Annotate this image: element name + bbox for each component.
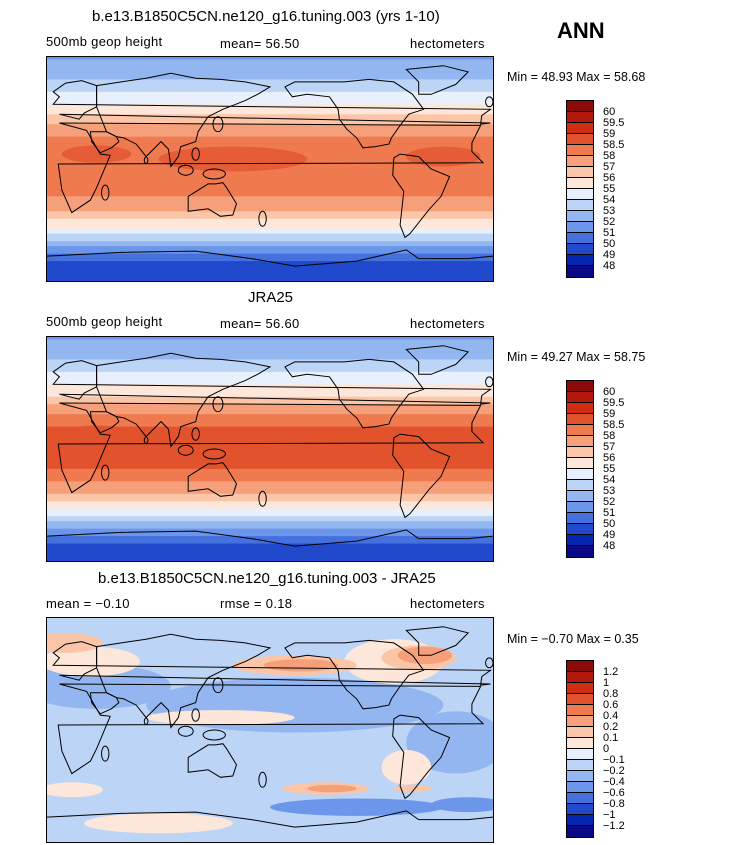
panel-obs-colorbar xyxy=(566,380,594,558)
field-anomaly xyxy=(382,750,432,785)
colorbar-box xyxy=(567,491,593,502)
colorbar-box xyxy=(567,447,593,458)
field-anomaly xyxy=(84,813,233,833)
panel-model-colorbar xyxy=(566,100,594,278)
panel-diff-map xyxy=(46,617,494,843)
colorbar-box xyxy=(567,793,593,804)
panel-diff-colorbar xyxy=(566,660,594,838)
panel-obs-map xyxy=(46,336,494,562)
panel-model-map xyxy=(46,56,494,282)
colorbar-box xyxy=(567,727,593,738)
colorbar-box xyxy=(567,156,593,167)
colorbar-box xyxy=(567,167,593,178)
field-anomaly xyxy=(264,659,338,671)
field-band xyxy=(47,279,493,281)
colorbar-box xyxy=(567,211,593,222)
colorbar-box xyxy=(567,244,593,255)
colorbar-box xyxy=(567,189,593,200)
colorbar-box xyxy=(567,425,593,436)
colorbar-box xyxy=(567,145,593,156)
panel-model-units: hectometers xyxy=(410,36,485,51)
panel-diff-units: hectometers xyxy=(410,596,485,611)
field-band xyxy=(47,559,493,561)
colorbar-box xyxy=(567,815,593,826)
panel-diff-contour-field xyxy=(47,618,493,842)
panel-obs-title: JRA25 xyxy=(248,289,293,306)
colorbar-box xyxy=(567,826,593,837)
colorbar-box xyxy=(567,233,593,244)
colorbar-box xyxy=(567,502,593,513)
panel-diff-title: b.e13.B1850C5CN.ne120_g16.tuning.003 - J… xyxy=(98,570,436,587)
panel-obs-units: hectometers xyxy=(410,316,485,331)
colorbar-box xyxy=(567,771,593,782)
colorbar-box xyxy=(567,266,593,277)
colorbar-box xyxy=(567,749,593,760)
panel-obs-mean: mean= 56.60 xyxy=(220,316,300,331)
colorbar-box xyxy=(567,469,593,480)
panel-model-mean: mean= 56.50 xyxy=(220,36,300,51)
panel-diff-mean: mean = −0.10 xyxy=(46,596,130,611)
season-label: ANN xyxy=(557,18,605,44)
panel-obs-minmax: Min = 49.27 Max = 58.75 xyxy=(507,350,645,364)
colorbar-box xyxy=(567,200,593,211)
colorbar-level-label: −1.2 xyxy=(603,821,625,832)
colorbar-level-label: 48 xyxy=(603,541,615,552)
colorbar-box xyxy=(567,436,593,447)
panel-model-minmax: Min = 48.93 Max = 58.68 xyxy=(507,70,645,84)
colorbar-box xyxy=(567,403,593,414)
field-anomaly xyxy=(307,785,357,792)
colorbar-box xyxy=(567,414,593,425)
colorbar-box xyxy=(567,392,593,403)
colorbar-box xyxy=(567,255,593,266)
colorbar-box xyxy=(567,661,593,672)
panel-obs-field-label: 500mb geop height xyxy=(46,314,162,329)
colorbar-box xyxy=(567,683,593,694)
colorbar-box xyxy=(567,782,593,793)
colorbar-box xyxy=(567,222,593,233)
colorbar-box xyxy=(567,178,593,189)
colorbar-box xyxy=(567,694,593,705)
colorbar-box xyxy=(567,480,593,491)
panel-model-field-label: 500mb geop height xyxy=(46,34,162,49)
colorbar-box xyxy=(567,458,593,469)
field-anomaly xyxy=(270,798,443,815)
colorbar-box xyxy=(567,101,593,112)
colorbar-box xyxy=(567,381,593,392)
panel-diff-minmax: Min = −0.70 Max = 0.35 xyxy=(507,632,639,646)
field-maximum xyxy=(159,427,308,452)
panel-diff-rmse: rmse = 0.18 xyxy=(220,596,292,611)
colorbar-box xyxy=(567,112,593,123)
colorbar-box xyxy=(567,705,593,716)
colorbar-box xyxy=(567,535,593,546)
panel-model-title: b.e13.B1850C5CN.ne120_g16.tuning.003 (yr… xyxy=(92,8,440,25)
colorbar-box xyxy=(567,546,593,557)
field-maximum xyxy=(159,147,308,172)
colorbar-box xyxy=(567,738,593,749)
panel-model-contour-field xyxy=(47,57,493,281)
colorbar-box xyxy=(567,804,593,815)
colorbar-box xyxy=(567,760,593,771)
colorbar-box xyxy=(567,134,593,145)
panel-obs-contour-field xyxy=(47,337,493,561)
colorbar-box xyxy=(567,524,593,535)
colorbar-box xyxy=(567,123,593,134)
colorbar-box xyxy=(567,513,593,524)
colorbar-level-label: 48 xyxy=(603,261,615,272)
colorbar-box xyxy=(567,716,593,727)
colorbar-box xyxy=(567,672,593,683)
